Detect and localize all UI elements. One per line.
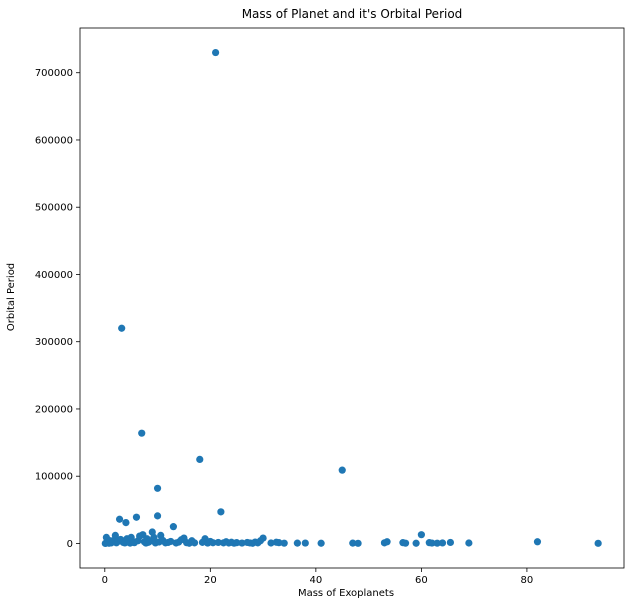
y-tick-label: 700000 [35, 68, 73, 79]
x-axis-label: Mass of Exoplanets [298, 588, 394, 599]
scatter-point [446, 538, 455, 547]
scatter-point [293, 539, 301, 547]
scatter-point [132, 513, 141, 521]
scatter-point [209, 539, 217, 547]
scatter-point [354, 539, 362, 547]
scatter-point [233, 539, 241, 547]
scatter-point [238, 539, 246, 547]
scatter-point [412, 539, 420, 547]
scatter-point [349, 539, 357, 547]
scatter-point [433, 539, 441, 547]
x-tick-label: 40 [309, 575, 322, 586]
x-tick-label: 20 [204, 575, 217, 586]
scatter-point [196, 455, 204, 463]
chart-title: Mass of Planet and it's Orbital Period [242, 7, 463, 21]
scatter-point [217, 508, 225, 516]
scatter-point [401, 539, 410, 547]
scatter-point [267, 539, 275, 547]
x-tick-label: 60 [415, 575, 428, 586]
y-tick-label: 100000 [35, 472, 73, 483]
y-tick-label: 400000 [35, 270, 73, 281]
scatter-point [594, 539, 602, 547]
scatter-point [301, 539, 309, 547]
scatter-point [383, 538, 391, 546]
y-tick-label: 0 [67, 539, 73, 550]
y-axis-ticks: 0 100000 200000 300000 400000 500000 600000 700… [35, 68, 80, 550]
y-tick-label: 600000 [35, 135, 73, 146]
scatter-point [275, 539, 283, 547]
scatter-point [259, 534, 267, 542]
scatter-point [317, 539, 325, 547]
x-tick-label: 80 [521, 575, 534, 586]
scatter-point [115, 515, 124, 523]
scatter-point [438, 539, 447, 547]
plot-area [79, 27, 625, 569]
y-tick-label: 200000 [35, 404, 73, 415]
scatter-point [138, 429, 146, 437]
scatter-point [428, 539, 436, 547]
x-axis-ticks: 0 20 40 60 80 [102, 568, 534, 586]
scatter-point [153, 512, 162, 520]
x-tick-label: 0 [102, 575, 108, 586]
scatter-point [214, 538, 222, 547]
data-points [101, 48, 602, 548]
scatter-point [122, 519, 130, 527]
scatter-point [533, 538, 542, 546]
scatter-point [118, 324, 126, 332]
scatter-point [417, 531, 425, 539]
scatter-point [338, 466, 346, 474]
scatter-point [111, 531, 119, 539]
y-tick-label: 300000 [35, 337, 73, 348]
scatter-point [169, 523, 177, 531]
scatter-point [153, 484, 162, 492]
scatter-point [212, 48, 220, 57]
y-tick-label: 500000 [35, 203, 73, 214]
y-axis-label: Orbital Period [6, 263, 17, 331]
scatter-point [280, 539, 288, 547]
scatter-point [465, 539, 473, 547]
scatter-point [190, 539, 199, 547]
scatter-point [150, 533, 158, 542]
